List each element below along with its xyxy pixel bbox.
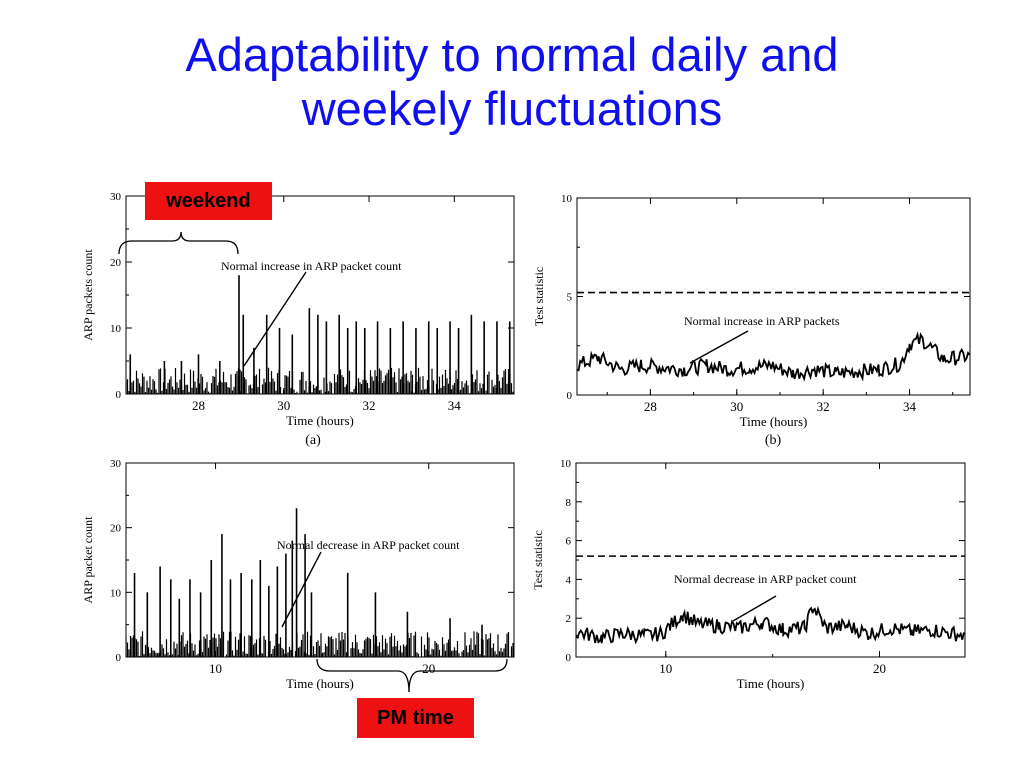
pm-time-callout-badge: PM time — [357, 698, 474, 738]
panel-3-xlabel: Time (hours) — [286, 676, 354, 691]
panel-1-panel-label: (a) — [305, 433, 321, 448]
panel-4-annotation-pointer — [732, 595, 777, 622]
panel-3-xtick-label: 20 — [422, 661, 435, 676]
panel-1-data — [126, 275, 514, 394]
panel-1-ytick-label: 20 — [110, 257, 122, 269]
panel-4-ytick-label: 2 — [566, 613, 572, 625]
weekend-brace — [118, 231, 239, 255]
panel-1-xtick-label: 34 — [448, 398, 462, 413]
panel-3-frame — [125, 462, 515, 658]
panel-4-xtick-label: 20 — [873, 661, 886, 676]
panel-2-xtick-label: 30 — [730, 399, 743, 414]
panel-4-annotation: Normal decrease in ARP packet count — [674, 572, 857, 586]
panel-1-ytick-label: 0 — [116, 389, 122, 401]
panel-2-ytick-label: 10 — [561, 193, 573, 205]
panel-3-ylabel: ARP packet count — [81, 516, 95, 604]
panel-2-test-statistic-line — [577, 331, 970, 382]
panel-1-annotation-pointer — [243, 271, 307, 367]
panel-3-ytick-label: 20 — [110, 523, 122, 535]
panel-2-panel-label: (b) — [765, 433, 782, 448]
slide-title-line-1: Adaptability to normal daily and — [185, 28, 839, 81]
panel-3-annotation-pointer — [281, 551, 322, 628]
panel-1-ytick-label: 30 — [110, 191, 122, 203]
panel-4-ytick-label: 8 — [566, 497, 572, 509]
panel-1-xtick-label: 32 — [363, 398, 376, 413]
panel-4-ytick-label: 0 — [566, 652, 572, 664]
panel-4-xtick-label: 10 — [659, 661, 672, 676]
slide-title-line-2: weekely fluctuations — [301, 82, 723, 135]
panel-2-xtick-label: 32 — [817, 399, 830, 414]
panel-3-xtick-label: 10 — [209, 661, 222, 676]
panel-3-ytick-label: 30 — [110, 458, 122, 470]
panel-3-ytick-label: 10 — [110, 587, 122, 599]
panel-4-test-statistic-line — [576, 605, 965, 645]
panel-2-ylabel: Test statistic — [532, 267, 546, 326]
panel-2-xtick-label: 28 — [644, 399, 657, 414]
panel-4-xlabel: Time (hours) — [737, 676, 805, 691]
panel-1-xtick-label: 28 — [192, 398, 205, 413]
panel-3-annotation: Normal decrease in ARP packet count — [277, 538, 460, 552]
panel-2-annotation: Normal increase in ARP packets — [684, 314, 840, 328]
panel-4-ytick-label: 6 — [566, 536, 572, 548]
panel-2-ytick-label: 5 — [567, 292, 573, 304]
panel-1-count-baseline — [126, 367, 514, 394]
panel-1-xlabel: Time (hours) — [286, 413, 354, 428]
panel-3-data — [126, 508, 514, 657]
panel-2-xlabel: Time (hours) — [740, 414, 808, 429]
panel-1-ylabel: ARP packets count — [81, 249, 95, 341]
panel-4-ylabel: Test statistic — [531, 530, 545, 589]
panel-3-ytick-label: 0 — [116, 652, 122, 664]
pm-time-brace — [316, 658, 508, 693]
panel-4-ytick-label: 4 — [566, 574, 572, 586]
panel-1-annotation: Normal increase in ARP packet count — [221, 259, 402, 273]
panel-4-data — [576, 555, 965, 645]
slide-title: Adaptability to normal daily and weekely… — [0, 28, 1024, 136]
panel-1-frame — [125, 195, 515, 395]
panel-3-count-baseline — [126, 631, 514, 657]
panel-4-ytick-label: 10 — [560, 458, 572, 470]
panel-1-xtick-label: 30 — [277, 398, 290, 413]
panel-2-ytick-label: 0 — [567, 390, 573, 402]
panel-2-data — [577, 291, 970, 382]
panel-2-xtick-label: 34 — [903, 399, 917, 414]
panel-1-ytick-label: 10 — [110, 323, 122, 335]
panel-2-annotation-pointer — [689, 330, 749, 364]
weekend-callout-badge: weekend — [145, 182, 272, 220]
